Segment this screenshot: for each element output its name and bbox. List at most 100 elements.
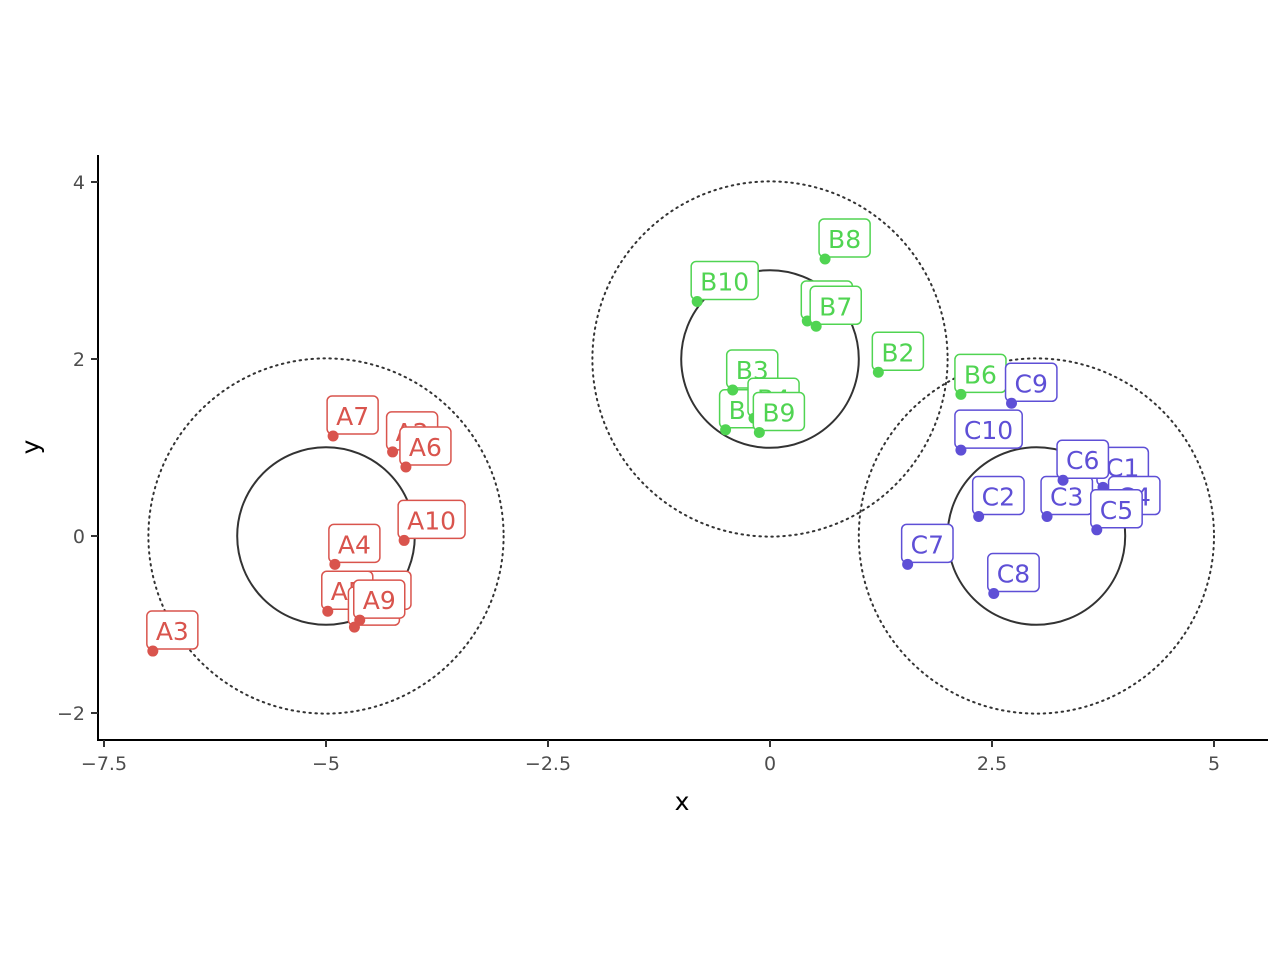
y-axis-title: y bbox=[16, 439, 45, 454]
point-A5 bbox=[322, 605, 334, 617]
label-text-A3: A3 bbox=[156, 617, 189, 646]
label-text-B9: B9 bbox=[762, 398, 795, 427]
label-text-B7: B7 bbox=[819, 292, 852, 321]
label-text-C10: C10 bbox=[964, 416, 1013, 445]
point-A9 bbox=[354, 614, 366, 626]
point-label-C5: C5 bbox=[1090, 489, 1143, 536]
label-box-A3 bbox=[146, 610, 199, 650]
point-C6 bbox=[1057, 474, 1069, 486]
point-label-B6: B6 bbox=[954, 353, 1007, 400]
label-box-B9 bbox=[752, 391, 806, 432]
series-3: C1C2C3C4C5C6C7C8C9C10 bbox=[900, 362, 1161, 600]
label-box-B7 bbox=[809, 285, 862, 326]
point-B9 bbox=[753, 426, 765, 438]
point-label-C2: C2 bbox=[971, 475, 1025, 523]
point-C9 bbox=[1006, 397, 1018, 409]
y-tick-label: 4 bbox=[73, 172, 85, 194]
circle-dotted-4 bbox=[591, 180, 949, 538]
x-tick-label: 0 bbox=[764, 753, 776, 775]
label-box-B8 bbox=[818, 218, 871, 258]
point-label-B9: B9 bbox=[752, 391, 806, 438]
x-tick-label: −5 bbox=[312, 753, 340, 775]
point-label-C7: C7 bbox=[900, 523, 954, 570]
label-text-B8: B8 bbox=[828, 225, 861, 254]
label-box-C7 bbox=[900, 523, 954, 564]
label-box-A4 bbox=[328, 523, 381, 564]
point-label-C9: C9 bbox=[1004, 362, 1058, 409]
y-tick-label: 0 bbox=[73, 526, 85, 548]
y-ticks: −2 0 2 4 bbox=[57, 172, 98, 725]
point-A3 bbox=[147, 645, 159, 657]
point-A10 bbox=[398, 534, 410, 546]
point-label-C3: C3 bbox=[1040, 475, 1094, 523]
y-tick-label: −2 bbox=[57, 703, 85, 725]
label-box-A6 bbox=[399, 426, 452, 466]
point-label-C10: C10 bbox=[954, 409, 1023, 456]
label-box-A7 bbox=[326, 395, 379, 435]
point-B1 bbox=[720, 424, 732, 436]
label-text-A4: A4 bbox=[338, 530, 371, 559]
point-C2 bbox=[973, 511, 985, 523]
axes-layer: −7.5 −5 −2.5 0 2.5 5 −2 0 2 4 x y bbox=[16, 155, 1268, 816]
point-label-A6: A6 bbox=[399, 426, 452, 473]
label-text-B6: B6 bbox=[964, 360, 997, 389]
label-text-B10: B10 bbox=[700, 267, 749, 296]
label-text-C8: C8 bbox=[997, 560, 1030, 589]
point-B10 bbox=[691, 295, 703, 307]
label-text-C7: C7 bbox=[911, 530, 944, 559]
label-text-C3: C3 bbox=[1050, 483, 1083, 512]
point-label-B2: B2 bbox=[871, 331, 925, 378]
circle-dotted-6 bbox=[857, 357, 1216, 715]
label-text-C9: C9 bbox=[1015, 369, 1048, 398]
label-box-A9 bbox=[352, 579, 406, 619]
label-box-C5 bbox=[1090, 489, 1143, 529]
point-label-C8: C8 bbox=[987, 552, 1040, 600]
label-box-A10 bbox=[397, 499, 466, 540]
point-label-A10: A10 bbox=[397, 499, 466, 546]
label-text-B2: B2 bbox=[881, 338, 914, 367]
points-layer: A1A2A3A4A5A6A7A8A9A10B1B2B3B4B5B6B7B8B9B… bbox=[146, 218, 1161, 657]
label-text-A6: A6 bbox=[409, 433, 442, 462]
point-A7 bbox=[327, 430, 339, 442]
label-box-C10 bbox=[954, 409, 1023, 449]
point-label-A7: A7 bbox=[326, 395, 379, 442]
point-A4 bbox=[329, 558, 341, 570]
label-box-C8 bbox=[987, 552, 1040, 593]
label-text-A10: A10 bbox=[407, 506, 456, 535]
circles-layer bbox=[147, 180, 1216, 715]
label-box-B10 bbox=[690, 260, 759, 301]
point-label-C6: C6 bbox=[1056, 439, 1110, 486]
label-text-A9: A9 bbox=[363, 586, 396, 615]
label-box-C6 bbox=[1056, 439, 1110, 479]
point-label-B10: B10 bbox=[690, 260, 759, 307]
x-ticks: −7.5 −5 −2.5 0 2.5 5 bbox=[81, 740, 1220, 775]
circle-solid-3 bbox=[680, 269, 860, 449]
point-C3 bbox=[1041, 511, 1053, 523]
label-text-C5: C5 bbox=[1100, 496, 1133, 525]
y-tick-label: 2 bbox=[73, 349, 85, 371]
point-C7 bbox=[902, 558, 914, 570]
label-text-A7: A7 bbox=[336, 402, 369, 431]
point-label-B8: B8 bbox=[818, 218, 871, 265]
point-C5 bbox=[1091, 524, 1103, 536]
x-axis-title: x bbox=[675, 787, 690, 816]
x-tick-label: −2.5 bbox=[525, 753, 571, 775]
series-1: A1A2A3A4A5A6A7A8A9A10 bbox=[146, 395, 466, 657]
point-B7 bbox=[810, 320, 822, 332]
x-tick-label: 5 bbox=[1208, 753, 1220, 775]
point-A6 bbox=[400, 461, 412, 473]
point-label-A3: A3 bbox=[146, 610, 199, 657]
point-label-A9: A9 bbox=[352, 579, 406, 626]
point-C8 bbox=[988, 588, 1000, 600]
label-box-B2 bbox=[871, 331, 925, 372]
point-A2 bbox=[387, 446, 399, 458]
label-text-C6: C6 bbox=[1066, 446, 1099, 475]
point-B8 bbox=[819, 253, 831, 265]
x-tick-label: −7.5 bbox=[81, 753, 127, 775]
point-label-B7: B7 bbox=[809, 285, 862, 332]
label-box-C2 bbox=[971, 475, 1025, 516]
point-B6 bbox=[955, 388, 967, 400]
label-box-C9 bbox=[1004, 362, 1058, 402]
point-label-A4: A4 bbox=[328, 523, 381, 570]
